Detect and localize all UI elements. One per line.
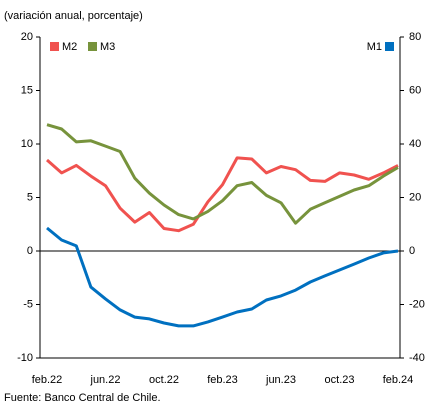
series-line: [46, 123, 399, 225]
y-tick-label: 10: [21, 138, 33, 150]
series-line: [46, 156, 399, 233]
x-tick-label: feb.22: [32, 374, 63, 386]
y-tick-label: -10: [17, 352, 33, 364]
y2-tick-label: -40: [409, 352, 425, 364]
legend-label: M2: [62, 41, 77, 53]
legend-swatch: [50, 42, 59, 51]
x-tick-label: feb.23: [207, 374, 238, 386]
y-tick-label: 0: [27, 245, 33, 257]
x-tick-label: oct.23: [325, 374, 355, 386]
x-tick-label: oct.22: [149, 374, 179, 386]
y-tick-label: -5: [23, 298, 33, 310]
chart-subtitle: (variación anual, porcentaje): [4, 10, 143, 22]
legend-swatch: [88, 42, 97, 51]
y-tick-label: 20: [21, 31, 33, 43]
x-tick-label: jun.22: [90, 374, 121, 386]
chart-source: Fuente: Banco Central de Chile.: [4, 392, 161, 404]
x-tick-label: jun.23: [265, 374, 296, 386]
legend-label: M3: [100, 41, 115, 53]
y2-tick-label: 20: [409, 191, 421, 203]
y2-tick-label: 40: [409, 138, 421, 150]
y-tick-label: 15: [21, 84, 33, 96]
legend-label: M1: [367, 41, 382, 53]
series-line: [46, 226, 399, 328]
x-tick-label: feb.24: [383, 374, 414, 386]
y2-tick-label: -20: [409, 298, 425, 310]
y2-tick-label: 80: [409, 31, 421, 43]
y2-tick-label: 60: [409, 84, 421, 96]
y2-tick-label: 0: [409, 245, 415, 257]
y-tick-label: 5: [27, 191, 33, 203]
legend-swatch: [385, 42, 394, 51]
